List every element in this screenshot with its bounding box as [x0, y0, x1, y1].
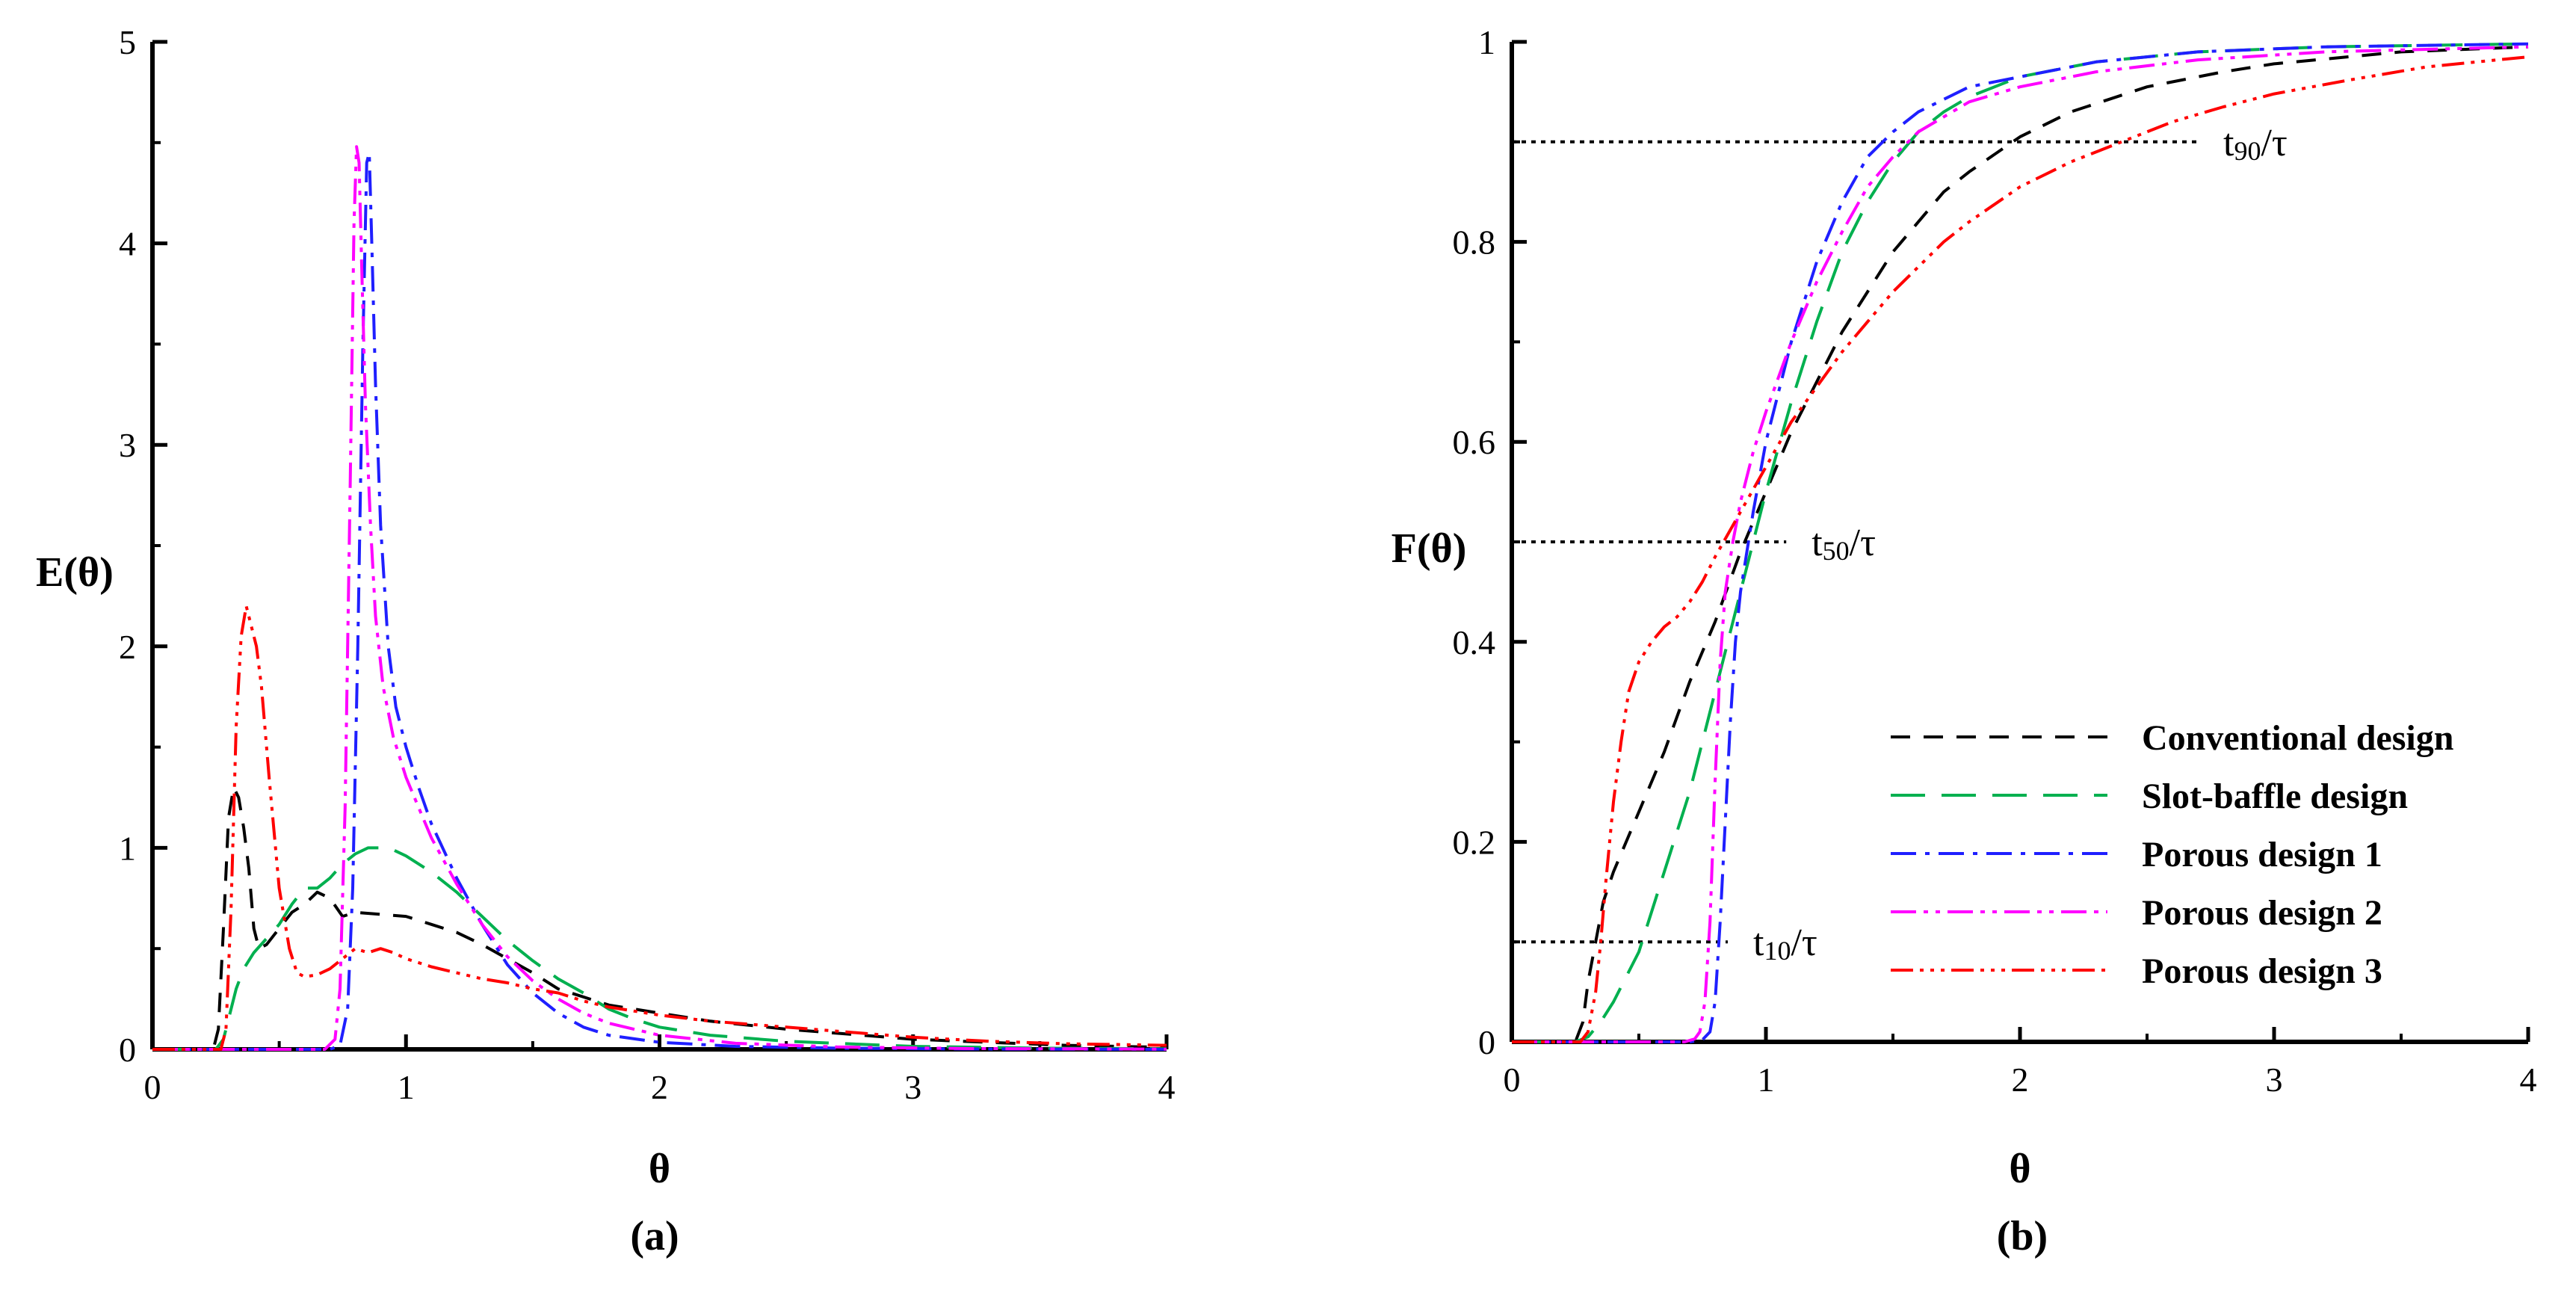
y-tick-label-a: 0 — [119, 1031, 136, 1069]
legend-label-2: Slot-baffle design — [2142, 777, 2408, 816]
legend-label-1: Conventional design — [2142, 718, 2453, 758]
y-tick-label-a: 2 — [119, 628, 136, 666]
y-axis-title-a: E(θ) — [36, 549, 114, 596]
series-line-a-3 — [152, 151, 1167, 1051]
x-tick-label-b: 3 — [2266, 1061, 2283, 1099]
y-tick-label-b: 0 — [1478, 1023, 1495, 1061]
x-tick-label-a: 1 — [398, 1068, 415, 1106]
reference-label-t50: t50/τ — [1811, 522, 1876, 566]
series-line-b-3 — [1512, 42, 2529, 1043]
y-tick-label-b: 1 — [1478, 23, 1495, 61]
y-tick-label-a: 4 — [119, 225, 136, 263]
x-tick-label-b: 1 — [1758, 1061, 1775, 1099]
y-tick-label-a: 1 — [119, 829, 136, 867]
x-tick-label-a: 3 — [904, 1068, 921, 1106]
series-line-b-5 — [1512, 55, 2529, 1043]
x-tick-label-a: 4 — [1158, 1068, 1176, 1106]
series-line-a-4 — [152, 145, 1167, 1051]
series-line-a-2 — [152, 846, 1167, 1051]
series-line-a-5 — [152, 604, 1167, 1051]
series-line-b-4 — [1512, 45, 2529, 1043]
y-tick-label-b: 0.2 — [1453, 823, 1496, 861]
legend-label-3: Porous design 1 — [2142, 835, 2382, 874]
x-tick-label-a: 2 — [651, 1068, 668, 1106]
y-tick-label-a: 5 — [119, 23, 136, 61]
legend-label-5: Porous design 3 — [2142, 951, 2382, 991]
series-line-b-1 — [1512, 45, 2529, 1043]
y-tick-label-b: 0.6 — [1453, 423, 1496, 461]
legend-label-4: Porous design 2 — [2142, 893, 2382, 933]
legend: Conventional design Slot-baffle design Por… — [1891, 718, 2453, 991]
x-tick-label-b: 4 — [2520, 1061, 2537, 1099]
x-tick-label-b: 2 — [2012, 1061, 2029, 1099]
panel-label-b: (b) — [1997, 1213, 2048, 1259]
y-tick-label-a: 3 — [119, 426, 136, 464]
x-tick-label-b: 0 — [1504, 1061, 1521, 1099]
x-axis-title-b: θ — [2009, 1146, 2030, 1192]
x-axis-title-a: θ — [649, 1146, 670, 1192]
panel-a-chart: 0 1 2 3 4 0 1 2 3 4 5 θ E(θ) — [36, 23, 1175, 1192]
y-axis-title-b: F(θ) — [1392, 525, 1467, 572]
reference-label-t10: t10/τ — [1753, 922, 1817, 966]
y-tick-label-b: 0.8 — [1453, 223, 1496, 262]
panel-b-chart: 0 1 2 3 4 0 0.2 0.4 0.6 0.8 1 θ F(θ) t10/τ t50/τ t90/τ C… — [1392, 23, 2537, 1192]
panel-label-a: (a) — [630, 1213, 679, 1259]
series-line-b-2 — [1512, 42, 2529, 1043]
x-tick-label-a: 0 — [144, 1068, 161, 1106]
series-line-a-1 — [152, 786, 1167, 1051]
y-tick-label-b: 0.4 — [1453, 623, 1496, 661]
reference-label-t90: t90/τ — [2223, 122, 2288, 166]
